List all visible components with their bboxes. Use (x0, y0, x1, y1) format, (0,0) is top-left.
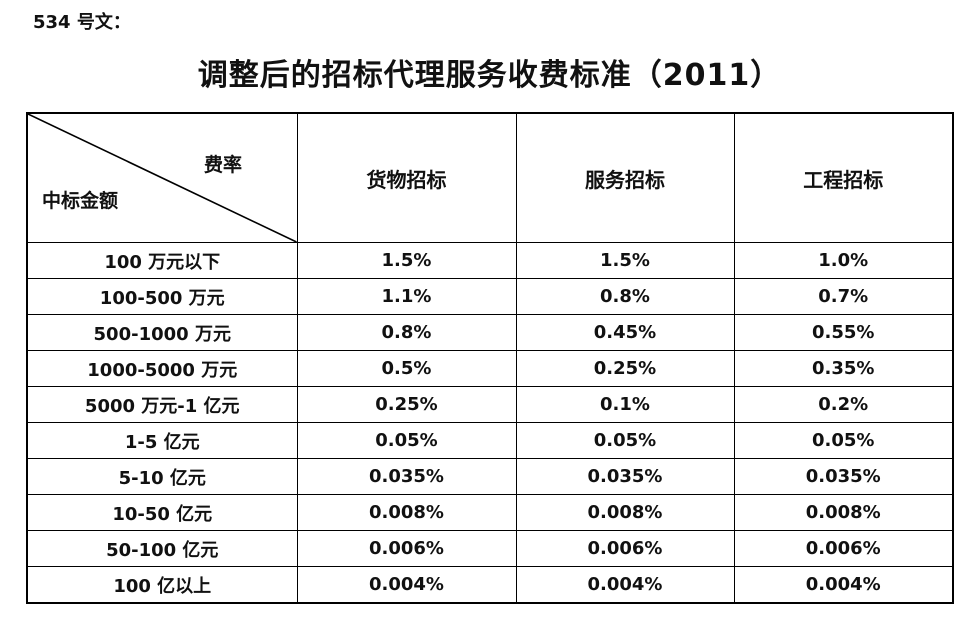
diagonal-divider-line (28, 114, 297, 242)
rate-cell: 0.25% (296, 386, 517, 423)
row-label-bid-amount-range: 5-10 亿元 (26, 458, 298, 495)
row-label-bid-amount-range: 100 万元以下 (26, 242, 298, 279)
table-row: 5-10 亿元 0.035% 0.035% 0.035% (26, 458, 954, 495)
rate-cell: 0.05% (515, 422, 735, 459)
table-body: 100 万元以下 1.5% 1.5% 1.0% 100-500 万元 1.1% 0.8% 0.… (26, 242, 954, 604)
rate-cell: 0.55% (733, 314, 954, 351)
rate-cell: 1.1% (296, 278, 517, 315)
rate-cell: 0.35% (733, 350, 954, 387)
corner-cell: 费率 中标金额 (26, 112, 298, 243)
table-row: 1000-5000 万元 0.5% 0.25% 0.35% (26, 350, 954, 387)
row-label-bid-amount-range: 100-500 万元 (26, 278, 298, 315)
rate-cell: 0.05% (296, 422, 517, 459)
table-row: 100 亿以上 0.004% 0.004% 0.004% (26, 566, 954, 604)
rate-cell: 0.008% (733, 494, 954, 531)
rate-cell: 0.008% (296, 494, 517, 531)
column-header-services: 服务招标 (515, 112, 735, 243)
row-label-bid-amount-range: 100 亿以上 (26, 566, 298, 604)
table-row: 100-500 万元 1.1% 0.8% 0.7% (26, 278, 954, 315)
row-label-bid-amount-range: 500-1000 万元 (26, 314, 298, 351)
rate-cell: 1.5% (515, 242, 735, 279)
rate-cell: 1.0% (733, 242, 954, 279)
table-row: 50-100 亿元 0.006% 0.006% 0.006% (26, 530, 954, 567)
corner-label-fee-rate: 费率 (204, 154, 243, 176)
row-label-bid-amount-range: 5000 万元-1 亿元 (26, 386, 298, 423)
rate-cell: 0.05% (733, 422, 954, 459)
rate-cell: 0.004% (733, 566, 954, 604)
page-title: 调整后的招标代理服务收费标准（2011） (197, 58, 782, 93)
rate-cell: 1.5% (296, 242, 517, 279)
rate-cell: 0.004% (296, 566, 517, 604)
rate-cell: 0.25% (515, 350, 735, 387)
rate-cell: 0.2% (733, 386, 954, 423)
header-row: 费率 中标金额 货物招标 服务招标 工程招标 (26, 112, 954, 243)
column-header-goods: 货物招标 (296, 112, 517, 243)
rate-cell: 0.004% (515, 566, 735, 604)
row-label-bid-amount-range: 1-5 亿元 (26, 422, 298, 459)
rate-cell: 0.8% (515, 278, 735, 315)
rate-cell: 0.035% (515, 458, 735, 495)
rate-cell: 0.006% (296, 530, 517, 567)
table-row: 10-50 亿元 0.008% 0.008% 0.008% (26, 494, 954, 531)
fee-rate-table: 费率 中标金额 货物招标 服务招标 工程招标 100 万元以下 1.5% 1.5% 1… (26, 112, 954, 604)
row-label-bid-amount-range: 1000-5000 万元 (26, 350, 298, 387)
rate-cell: 0.1% (515, 386, 735, 423)
rate-cell: 0.006% (733, 530, 954, 567)
rate-cell: 0.5% (296, 350, 517, 387)
row-label-bid-amount-range: 10-50 亿元 (26, 494, 298, 531)
rate-cell: 0.8% (296, 314, 517, 351)
table-row: 5000 万元-1 亿元 0.25% 0.1% 0.2% (26, 386, 954, 423)
row-label-bid-amount-range: 50-100 亿元 (26, 530, 298, 567)
doc-ref: 534 号文： (33, 12, 131, 33)
rate-cell: 0.006% (515, 530, 735, 567)
table-row: 500-1000 万元 0.8% 0.45% 0.55% (26, 314, 954, 351)
table-row: 1-5 亿元 0.05% 0.05% 0.05% (26, 422, 954, 459)
table-row: 100 万元以下 1.5% 1.5% 1.0% (26, 242, 954, 279)
rate-cell: 0.035% (733, 458, 954, 495)
column-header-engineering: 工程招标 (733, 112, 954, 243)
rate-cell: 0.45% (515, 314, 735, 351)
corner-label-bid-amount: 中标金额 (42, 190, 119, 212)
rate-cell: 0.7% (733, 278, 954, 315)
rate-cell: 0.035% (296, 458, 517, 495)
rate-cell: 0.008% (515, 494, 735, 531)
